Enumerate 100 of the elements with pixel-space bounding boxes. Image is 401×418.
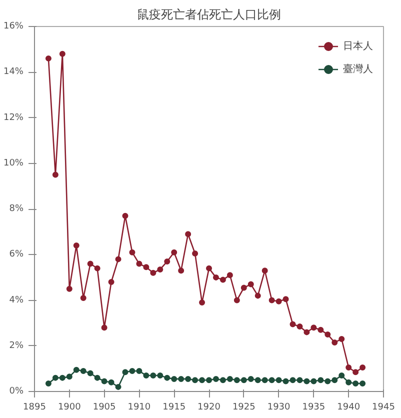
point — [59, 374, 66, 381]
y-tick-label: 16% — [3, 22, 24, 32]
point — [122, 369, 128, 376]
point — [164, 258, 170, 264]
point — [304, 329, 310, 336]
point — [220, 276, 226, 283]
point — [87, 260, 94, 267]
point — [296, 323, 303, 330]
point — [332, 377, 338, 384]
point — [310, 324, 317, 331]
point — [80, 294, 86, 301]
point — [212, 376, 219, 382]
point — [87, 370, 94, 376]
point — [136, 368, 142, 374]
point — [212, 274, 219, 280]
y-tick-label: 8% — [9, 204, 24, 214]
point — [234, 297, 240, 304]
point — [101, 378, 108, 384]
point — [192, 377, 198, 384]
point — [346, 364, 352, 371]
point — [66, 374, 72, 380]
point — [199, 377, 206, 384]
point — [268, 297, 275, 304]
point — [80, 368, 86, 374]
point — [45, 380, 52, 387]
legend-label: 臺灣人 — [343, 62, 373, 76]
point — [240, 284, 247, 291]
point — [129, 249, 136, 256]
x-tick-label: 1905 — [92, 402, 116, 412]
point — [346, 379, 352, 386]
point — [122, 212, 128, 219]
point — [352, 380, 359, 387]
point — [332, 339, 338, 346]
y-tick-label: 10% — [3, 158, 24, 168]
point — [199, 300, 206, 306]
point — [338, 372, 345, 379]
y-tick-label: 0% — [9, 386, 24, 396]
point — [115, 384, 122, 390]
point — [304, 378, 310, 384]
point — [178, 376, 184, 382]
point — [73, 242, 80, 248]
point — [94, 265, 100, 272]
y-tick-label: 2% — [9, 340, 24, 351]
point — [171, 249, 178, 256]
point — [206, 265, 212, 272]
point — [206, 377, 212, 384]
y-tick-label: 6% — [9, 250, 24, 260]
point — [101, 324, 108, 331]
point — [324, 378, 331, 384]
point — [157, 266, 164, 272]
point — [310, 378, 317, 384]
y-tick-label: 4% — [9, 295, 24, 306]
x-tick-label: 1945 — [372, 402, 395, 412]
point — [226, 376, 233, 382]
point — [45, 55, 52, 62]
y-tick-label: 14% — [3, 67, 24, 78]
x-tick-label: 1925 — [232, 402, 256, 412]
point — [52, 374, 58, 381]
chart-title: 鼠疫死亡者佔死亡人口比例 — [137, 8, 281, 22]
point — [108, 279, 114, 285]
point — [164, 374, 170, 381]
point — [226, 272, 233, 278]
point — [171, 376, 178, 382]
point — [66, 286, 72, 292]
point — [94, 374, 100, 381]
point — [143, 372, 150, 379]
point — [254, 377, 261, 384]
point — [318, 326, 324, 333]
point — [150, 372, 156, 379]
point — [185, 376, 192, 382]
x-tick-label: 1895 — [23, 402, 46, 412]
point — [108, 379, 114, 386]
y-tick-label: 12% — [3, 112, 24, 123]
x-tick-label: 1935 — [302, 402, 326, 412]
point — [192, 250, 198, 256]
point — [276, 377, 282, 384]
point — [150, 270, 156, 276]
x-tick-label: 1930 — [267, 402, 291, 412]
point — [248, 376, 254, 382]
legend-label: 日本人 — [343, 40, 373, 53]
point — [318, 377, 324, 384]
point — [262, 268, 268, 274]
point — [185, 231, 192, 238]
point — [234, 377, 240, 384]
x-tick-label: 1940 — [337, 402, 360, 412]
point — [324, 331, 331, 338]
point — [282, 296, 289, 302]
point — [352, 369, 359, 376]
point — [220, 377, 226, 384]
point — [254, 292, 261, 299]
point — [262, 377, 268, 384]
point — [338, 336, 345, 342]
point — [276, 298, 282, 304]
point — [268, 377, 275, 384]
point — [136, 260, 142, 267]
point — [296, 377, 303, 384]
point — [143, 264, 150, 270]
point — [52, 172, 58, 178]
x-tick-label: 1920 — [198, 402, 221, 412]
point — [240, 377, 247, 384]
